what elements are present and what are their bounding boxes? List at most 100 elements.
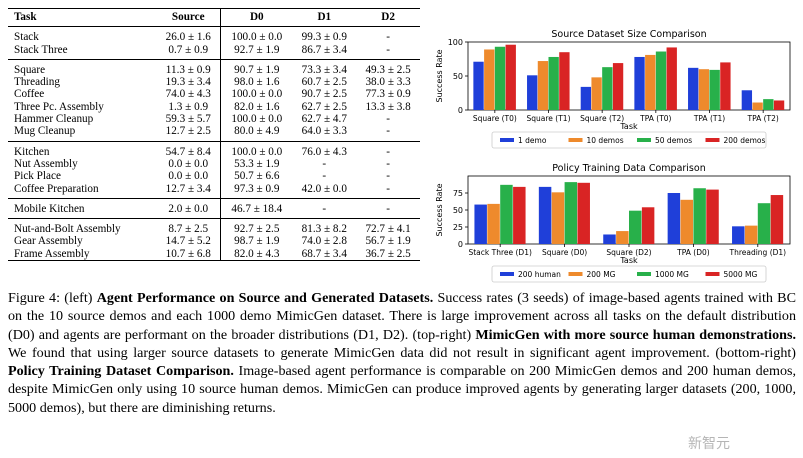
bar xyxy=(551,192,565,244)
value-cell: 49.3 ± 2.5 xyxy=(365,63,411,76)
bar xyxy=(641,207,655,244)
value-cell: 50.7 ± 6.6 xyxy=(234,170,280,183)
legend-swatch xyxy=(568,272,583,276)
source-size-chart-svg: Source Dataset Size Comparison 0 50 100 Succ… xyxy=(435,29,791,149)
watermark: 新智元 xyxy=(688,436,730,452)
value-cell: 14.7 ± 5.2 xyxy=(156,235,222,248)
bar xyxy=(770,195,784,244)
bar xyxy=(706,189,719,244)
value-cell: - xyxy=(386,145,390,158)
bar xyxy=(484,49,495,110)
value-cell: 64.0 ± 3.3 xyxy=(292,125,357,142)
legend-swatch xyxy=(705,272,720,276)
value-cell: 77.3 ± 0.9 xyxy=(365,88,411,101)
value-cell: 81.3 ± 8.2 xyxy=(301,223,347,236)
value-cell: 2.0 ± 0.0 xyxy=(156,198,222,220)
value-cell: 97.3 ± 0.9 xyxy=(220,182,293,199)
legend-label: 200 demos xyxy=(724,136,766,145)
value-cell: 100.0 ± 0.0 xyxy=(231,31,283,44)
bar xyxy=(494,46,506,110)
value-cell: 56.7 ± 1.9 xyxy=(365,235,411,248)
caption-bold2: MimicGen with more source human demonstr… xyxy=(475,326,796,343)
table-header-cell: D1 xyxy=(292,8,357,28)
x-axis-label: Task xyxy=(619,256,638,265)
caption-bold3: Policy Training Dataset Comparison. xyxy=(8,363,234,380)
caption-bold1: Agent Performance on Source and Generate… xyxy=(96,290,434,306)
policy-training-chart-svg: Policy Training Data Comparison 0 25 50 75 Su… xyxy=(435,163,791,283)
value-cell: 42.0 ± 0.0 xyxy=(292,182,357,199)
table-header-cell: D2 xyxy=(356,8,420,28)
value-cell: - xyxy=(356,182,420,199)
value-cell: 46.7 ± 18.4 xyxy=(220,198,293,220)
value-cell: 60.7 ± 2.5 xyxy=(301,76,347,89)
value-cell: - xyxy=(356,198,420,220)
task-name-cell: Nut Assembly xyxy=(14,157,78,170)
bar xyxy=(634,56,645,110)
value-cell: 80.0 ± 4.9 xyxy=(220,125,293,142)
bar xyxy=(577,182,590,244)
chart-title: Source Dataset Size Comparison xyxy=(551,29,706,40)
bar xyxy=(666,47,677,110)
x-tick-label: Square (T2) xyxy=(580,114,624,123)
value-cell: 73.3 ± 3.4 xyxy=(301,63,347,76)
legend-label: 200 human xyxy=(518,270,561,279)
bar xyxy=(744,225,758,244)
table-row: Mobile Kitchen 2.0 ± 0.0 46.7 ± 18.4- - xyxy=(8,198,420,220)
value-cell: 36.7 ± 2.5 xyxy=(365,247,411,260)
y-tick-label: 75 xyxy=(453,189,463,198)
legend-label: 50 demos xyxy=(655,136,692,145)
value-cell: 0.0 ± 0.0 xyxy=(156,170,222,183)
bar xyxy=(629,210,642,244)
x-tick-label: TPA (T1) xyxy=(693,114,725,123)
value-cell: 12.7 ± 2.5 xyxy=(156,125,222,142)
task-name-cell: Mobile Kitchen xyxy=(8,198,157,220)
caption-seg4: Image-based agent performance is compara… xyxy=(8,363,796,416)
bar xyxy=(559,52,570,110)
value-cell: - xyxy=(356,125,420,142)
value-cell: - xyxy=(292,198,357,220)
table-row: Coffee 74.0 ± 4.3 100.0 ± 0.0 90.7 ± 2.5 77.… xyxy=(8,88,420,101)
legend-label: 10 demos xyxy=(587,136,624,145)
task-name-cell: Kitchen xyxy=(14,145,50,158)
value-cell: 68.7 ± 3.4 xyxy=(301,247,347,260)
value-cell: 12.7 ± 3.4 xyxy=(156,182,222,199)
task-name-cell: Nut-and-Bolt Assembly xyxy=(14,223,121,236)
bar xyxy=(757,203,771,244)
value-cell: - xyxy=(322,157,327,170)
value-cell: 76.0 ± 4.3 xyxy=(301,145,347,158)
value-cell: 82.0 ± 1.6 xyxy=(234,100,280,113)
caption-fig-label: Figure 4: xyxy=(8,290,61,306)
x-tick-label: TPA (T0) xyxy=(639,114,671,123)
value-cell: 100.0 ± 0.0 xyxy=(231,113,283,126)
bar xyxy=(655,51,667,110)
value-cell: 92.7 ± 1.9 xyxy=(220,43,293,60)
y-tick-label: 50 xyxy=(453,206,463,215)
legend-label: 200 MG xyxy=(587,270,616,279)
legend-swatch xyxy=(637,138,651,142)
y-tick-label: 0 xyxy=(458,106,463,115)
value-cell: 11.3 ± 0.9 xyxy=(156,59,222,77)
bar xyxy=(537,61,549,110)
legend-swatch xyxy=(568,138,583,142)
value-cell: 100.0 ± 0.0 xyxy=(231,88,283,101)
table-row: Square 11.3 ± 0.9 90.7 ± 1.9 73.3 ± 3.4 49.3… xyxy=(8,59,420,77)
value-cell: 86.7 ± 3.4 xyxy=(292,43,357,60)
table-header-row: Task Source D0 D1 D2 xyxy=(8,8,420,28)
task-name-cell: Frame Assembly xyxy=(14,247,90,260)
task-name-cell: Gear Assembly xyxy=(14,235,83,248)
value-cell: - xyxy=(386,157,390,170)
value-cell: 59.3 ± 5.7 xyxy=(156,113,222,126)
x-tick-label: Square (D0) xyxy=(542,248,587,257)
legend-label: 1 demo xyxy=(518,136,547,145)
bar xyxy=(538,186,552,244)
legend-swatch xyxy=(637,272,651,276)
bar xyxy=(680,199,693,244)
value-cell: 92.7 ± 2.5 xyxy=(234,223,280,236)
value-cell: 1.3 ± 0.9 xyxy=(156,100,222,114)
x-tick-label: Square (T0) xyxy=(473,114,517,123)
x-axis-label: Task xyxy=(619,122,638,131)
figure-caption: Figure 4: (left) Agent Performance on So… xyxy=(8,289,796,417)
task-name-cell: Square xyxy=(14,63,46,76)
value-cell: 62.7 ± 4.7 xyxy=(301,113,347,126)
table-row: Nut-and-Bolt Assembly 8.7 ± 2.5 92.7 ± 2.5… xyxy=(8,218,420,236)
